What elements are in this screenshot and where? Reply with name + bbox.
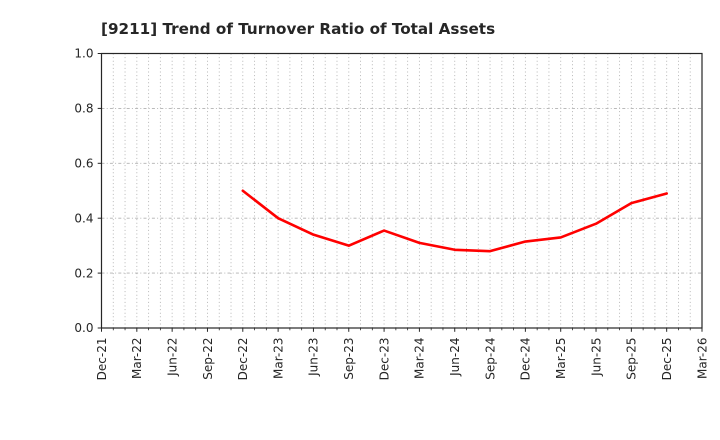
x-tick-label: Dec-22 — [236, 338, 250, 381]
x-tick-label: Jun-24 — [448, 338, 462, 377]
x-tick-label: Mar-23 — [271, 338, 285, 379]
y-tick-label: 0.6 — [74, 157, 93, 171]
y-tick-label: 1.0 — [74, 47, 93, 61]
y-tick-label: 0.2 — [74, 266, 93, 280]
x-tick-label: Mar-25 — [554, 338, 568, 379]
series-layer — [241, 189, 668, 253]
y-tick-label: 0.4 — [74, 211, 93, 225]
axis-layer — [97, 52, 703, 332]
x-tick-label: Jun-23 — [307, 338, 321, 377]
x-tick-label: Jun-22 — [165, 338, 179, 377]
y-tick-label: 0.8 — [74, 102, 93, 116]
plot-border — [100, 52, 703, 329]
series-line-turnover-ratio — [241, 189, 668, 253]
x-tick-label: Dec-21 — [95, 338, 109, 381]
x-tick-label: Sep-22 — [201, 338, 215, 380]
x-tick-label: Sep-25 — [625, 338, 639, 380]
x-tick-label: Jun-25 — [589, 338, 603, 377]
x-tick-label: Dec-23 — [377, 338, 391, 381]
y-tick-label: 0.0 — [74, 321, 93, 335]
x-tick-label: Mar-24 — [413, 338, 427, 379]
x-tick-label: Sep-24 — [483, 338, 497, 380]
chart-title: [9211] Trend of Turnover Ratio of Total … — [101, 20, 495, 38]
x-tick-label: Dec-25 — [660, 338, 674, 381]
x-tick-label: Sep-23 — [342, 338, 356, 380]
x-tick-label: Mar-22 — [130, 338, 144, 379]
x-tick-label: Mar-26 — [695, 338, 709, 379]
x-tick-label: Dec-24 — [519, 338, 533, 381]
grid-layer — [101, 53, 702, 328]
